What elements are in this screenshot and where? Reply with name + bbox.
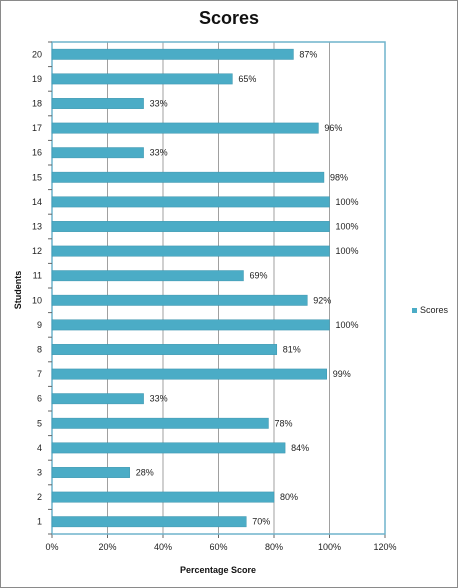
bar [51,442,286,454]
bar [51,221,330,232]
data-label: 65% [238,74,256,84]
y-tick-label: 15 [32,172,42,182]
y-tick-label: 9 [37,320,42,330]
y-tick-label: 12 [32,246,42,256]
data-label: 100% [336,197,359,207]
data-label: 100% [336,222,359,232]
data-label: 100% [336,320,359,330]
bar [51,245,330,257]
x-tick-label: 60% [209,542,227,552]
x-tick-label: 80% [265,542,283,552]
bar [51,270,244,282]
y-tick-label: 17 [32,123,42,133]
bar [51,417,269,429]
bar [51,516,247,528]
bar [51,122,319,134]
bar [51,73,233,85]
data-label: 70% [252,517,270,527]
bar [51,368,327,380]
legend-swatch [412,307,417,313]
data-label: 28% [136,468,154,478]
x-tick-label: 20% [98,542,116,552]
bar [51,344,278,355]
data-label: 33% [150,99,168,109]
bar [51,491,275,503]
x-axis-label: Percentage Score [179,565,257,575]
bar [51,147,144,159]
bar [51,171,325,183]
y-tick-label: 13 [32,222,42,232]
data-label: 92% [313,295,331,305]
data-label: 96% [324,123,342,133]
bar [51,294,308,306]
data-label: 69% [249,271,267,281]
y-tick-label: 5 [37,418,42,428]
y-tick-label: 2 [37,492,42,502]
y-tick-label: 19 [32,74,42,84]
x-tick-label: 120% [373,542,396,552]
data-label: 99% [333,369,351,379]
y-tick-label: 6 [37,394,42,404]
y-tick-label: 4 [37,443,42,453]
y-tick-label: 7 [37,369,42,379]
legend: Scores [412,305,448,315]
data-label: 87% [299,49,317,59]
x-tick-label: 100% [318,542,341,552]
y-tick-label: 8 [37,345,42,355]
bar [51,196,330,208]
y-tick-label: 20 [32,49,42,59]
data-label: 33% [150,148,168,158]
chart-title: Scores [198,8,260,28]
bar [51,48,294,60]
data-label: 78% [274,418,292,428]
data-label: 33% [150,394,168,404]
y-tick-label: 1 [37,517,42,527]
x-tick-label: 0% [45,542,58,552]
x-tick-label: 40% [154,542,172,552]
bar [51,319,330,331]
y-tick-label: 18 [32,99,42,109]
y-tick-label: 3 [37,468,42,478]
bar [51,467,130,478]
data-label: 98% [330,172,348,182]
data-label: 80% [280,492,298,502]
bar [51,393,144,405]
data-label: 81% [283,345,301,355]
legend-label: Scores [420,305,449,315]
y-tick-label: 11 [33,271,42,281]
bar [51,98,144,109]
y-tick-label: 14 [32,197,42,207]
data-label: 84% [291,443,309,453]
y-tick-label: 16 [32,148,42,158]
data-label: 100% [336,246,359,256]
y-tick-label: 10 [32,295,42,305]
